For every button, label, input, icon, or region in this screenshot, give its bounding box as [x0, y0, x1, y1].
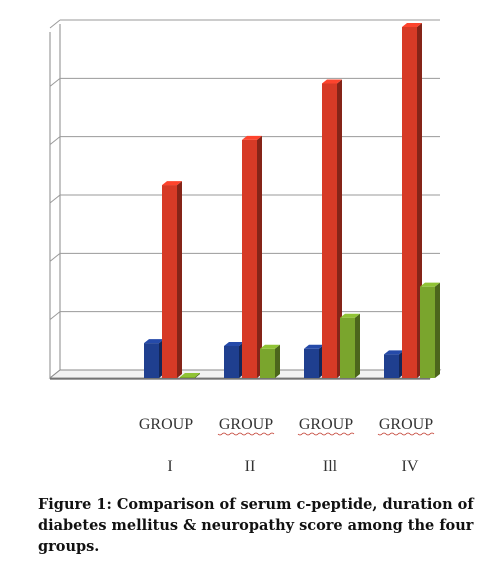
bar-front [162, 185, 177, 378]
bar-side [275, 344, 280, 378]
bar [402, 23, 422, 378]
bar-top [340, 313, 360, 318]
spellcheck-underline [377, 432, 435, 436]
bar-top [144, 339, 164, 344]
bar-top [384, 350, 404, 355]
bar-side [435, 282, 440, 378]
gridline-side [49, 194, 61, 204]
bar-top [260, 344, 280, 349]
bar [162, 181, 182, 378]
bar-top [180, 373, 200, 377]
bar-front [304, 348, 319, 378]
bar-front [322, 83, 337, 379]
bar-top [304, 344, 324, 349]
bar [144, 339, 164, 378]
bar [322, 79, 342, 379]
bar-front [402, 27, 417, 378]
figure-caption: Figure 1: Comparison of serum c-peptide,… [38, 496, 474, 555]
bar-front [340, 317, 355, 378]
bar-front [242, 139, 257, 378]
bar [340, 313, 360, 378]
bar-side [257, 135, 262, 378]
bar-side [355, 313, 360, 378]
bar-front [420, 286, 435, 378]
group-numeral: IV [402, 458, 419, 475]
bar [304, 344, 324, 378]
bar-front [180, 377, 195, 378]
bar [180, 373, 200, 378]
bar [260, 344, 280, 378]
category-labels: GROUP I GROUP II GROUP Ill GROUP IV [139, 416, 435, 475]
bar-side [195, 373, 200, 378]
spellcheck-underline [217, 432, 275, 436]
bar [224, 341, 244, 378]
bar-side [337, 79, 342, 379]
spellcheck-underline [297, 432, 355, 436]
bar [242, 135, 262, 378]
bar-top [224, 341, 244, 346]
bar-front [384, 354, 399, 378]
group-numeral: Ill [323, 458, 338, 475]
bar-top [162, 181, 182, 186]
bar-top [402, 23, 422, 27]
gridline-side [49, 136, 61, 146]
category-label: GROUP [379, 416, 433, 433]
bar-top [322, 79, 342, 84]
gridline-side [49, 311, 61, 321]
gridline-side [49, 19, 61, 29]
group-numeral: I [167, 458, 172, 475]
bar [384, 350, 404, 378]
bar-side [177, 181, 182, 378]
group-numeral: II [245, 458, 256, 475]
bar-front [144, 343, 159, 378]
category-label: GROUP [139, 416, 193, 433]
category-label: GROUP [219, 416, 273, 433]
gridline-side [49, 77, 61, 87]
category-label: GROUP [299, 416, 353, 433]
bar-top [420, 282, 440, 287]
bar-front [260, 348, 275, 378]
bar [420, 282, 440, 378]
gridline-side [49, 252, 61, 262]
bar-front [224, 345, 239, 378]
bars [144, 23, 440, 379]
bar-top [242, 135, 262, 140]
